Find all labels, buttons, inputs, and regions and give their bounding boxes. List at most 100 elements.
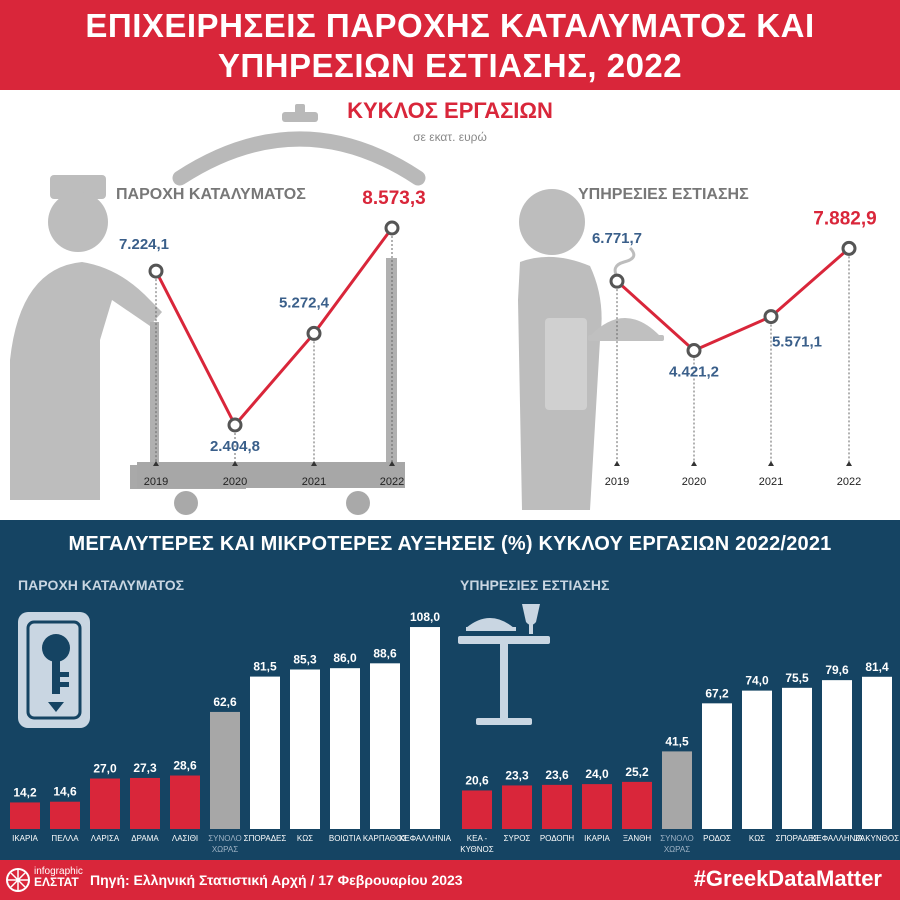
trolley-base (137, 462, 405, 488)
tick-marker (614, 461, 620, 466)
data-label: 5.571,1 (772, 334, 822, 351)
tick-marker (153, 461, 159, 466)
series-line (154, 227, 394, 428)
category-label: ΚΥΘΝΟΣ (460, 845, 493, 854)
data-label: 6.771,7 (592, 230, 642, 247)
logo-line-1: infographic (34, 866, 83, 877)
waiter-icon (518, 189, 664, 510)
category-label: ΒΟΙΩΤΙΑ (329, 834, 362, 843)
bar-value-label: 27,0 (93, 762, 117, 776)
bar-value-label: 14,6 (53, 785, 77, 799)
x-tick-label: 2021 (759, 476, 783, 488)
bar-value-label: 81,4 (865, 660, 889, 674)
bar (10, 802, 40, 829)
bar-chart-1: 20,6 ΚΕΑ - ΚΥΘΝΟΣ 23,3 ΣΥΡΟΣ 23,6 ΡΟΔΟΠΗ 24,0 ΙΚ… (460, 660, 899, 854)
x-tick-label: 2022 (380, 476, 404, 488)
x-tick-label: 2021 (302, 476, 326, 488)
tick-marker (232, 461, 238, 466)
bar-value-label: 23,6 (545, 768, 569, 782)
bar-value-label: 108,0 (410, 610, 440, 624)
category-label: ΙΚΑΡΙΑ (584, 834, 610, 843)
bar-value-label: 14,2 (13, 785, 37, 799)
category-label: ΣΥΝΟΛΟ (208, 834, 242, 843)
bar-value-label: 86,0 (333, 651, 357, 665)
data-point (763, 309, 779, 325)
bar-value-label: 67,2 (705, 686, 729, 700)
category-label: ΣΥΡΟΣ (504, 834, 531, 843)
logo-line-2: ΕΛΣΤΑΤ (34, 875, 79, 889)
category-label: ΔΡΑΜΑ (131, 834, 159, 843)
category-label: ΚΩΣ (749, 834, 765, 843)
tick-marker (311, 461, 317, 466)
bar-value-label: 81,5 (253, 660, 277, 674)
header-banner: ΕΠΙΧΕΙΡΗΣΕΙΣ ΠΑΡΟΧΗΣ ΚΑΤΑΛΥΜΑΤΟΣ ΚΑΙ ΥΠΗ… (0, 0, 900, 90)
bar (210, 711, 240, 829)
tick-marker (389, 461, 395, 466)
page-title-line-2: ΥΠΗΡΕΣΙΩΝ ΕΣΤΙΑΣΗΣ, 2022 (217, 47, 683, 84)
series-line (615, 247, 850, 353)
category-label: ΙΚΑΡΙΑ (12, 834, 38, 843)
data-point (227, 417, 243, 433)
hashtag: #GreekDataMatter (693, 866, 882, 891)
line-chart-0: 7.224,1 2019 2.404,8 2020 5.272,4 2021 8.573,3… (119, 188, 426, 488)
data-label: 7.224,1 (119, 236, 169, 253)
bar (782, 687, 812, 829)
category-label: ΡΟΔΟΠΗ (540, 834, 575, 843)
x-tick-label: 2019 (144, 476, 168, 488)
elstat-logo-text: infographic ΕΛΣΤΑΤ (34, 866, 83, 889)
bar-value-label: 74,0 (745, 674, 769, 688)
category-label: ΠΕΛΛΑ (51, 834, 79, 843)
tick-marker (846, 461, 852, 466)
food-service-line-title: ΥΠΗΡΕΣΙΕΣ ΕΣΤΙΑΣΗΣ (578, 186, 749, 203)
data-point (686, 343, 702, 359)
accommodation-bars-title: ΠΑΡΟΧΗ ΚΑΤΑΛΥΜΑΤΟΣ (18, 577, 185, 593)
data-point (841, 240, 857, 256)
tick-marker (691, 461, 697, 466)
bar (542, 784, 572, 829)
bar (582, 784, 612, 829)
category-label: ΣΠΟΡΑΔΕΣ (776, 834, 819, 843)
bar (462, 790, 492, 829)
bar (862, 676, 892, 829)
bar (702, 703, 732, 829)
category-label: ΚΑΡΠΑΘΟΣ (363, 834, 407, 843)
x-tick-label: 2019 (605, 476, 629, 488)
bar-value-label: 20,6 (465, 773, 489, 787)
tick-marker (768, 461, 774, 466)
data-point (148, 263, 164, 279)
bar (130, 777, 160, 829)
category-label: ΚΕΦΑΛΛΗΝΙΑ (811, 834, 864, 843)
bar-chart-0: 14,2 ΙΚΑΡΙΑ 14,6 ΠΕΛΛΑ 27,0 ΛΑΡΙΣΑ 27,3 ΔΡΑΜΑ 28… (10, 610, 452, 854)
restaurant-table-icon (458, 604, 550, 725)
category-label: ΚΩΣ (297, 834, 313, 843)
bar (822, 680, 852, 829)
x-tick-label: 2020 (223, 476, 247, 488)
bar (330, 668, 360, 829)
data-point (384, 220, 400, 236)
data-label: 7.882,9 (813, 208, 876, 229)
category-label: ΣΠΟΡΑΔΕΣ (244, 834, 287, 843)
bar (622, 781, 652, 829)
category-label: ΛΑΡΙΣΑ (91, 834, 120, 843)
data-point (306, 325, 322, 341)
key-card-icon (18, 612, 90, 728)
bar-value-label: 88,6 (373, 646, 397, 660)
bar (250, 676, 280, 829)
x-tick-label: 2020 (682, 476, 706, 488)
accommodation-line-title: ΠΑΡΟΧΗ ΚΑΤΑΛΥΜΑΤΟΣ (116, 186, 306, 203)
bar (50, 801, 80, 829)
bar (170, 775, 200, 829)
growth-chart-title: ΜΕΓΑΛΥΤΕΡΕΣ ΚΑΙ ΜΙΚΡΟΤΕΡΕΣ ΑΥΞΗΣΕΙΣ (%) … (68, 533, 832, 555)
bar (90, 778, 120, 829)
data-label: 8.573,3 (362, 188, 425, 209)
category-label: ΧΩΡΑΣ (212, 845, 238, 854)
data-point (609, 273, 625, 289)
data-label: 2.404,8 (210, 438, 260, 455)
footer-bar (0, 860, 900, 900)
bar (370, 663, 400, 829)
category-label: ΣΥΝΟΛΟ (660, 834, 694, 843)
bar-value-label: 24,0 (585, 767, 609, 781)
data-label: 5.272,4 (279, 294, 330, 311)
bar (742, 690, 772, 829)
